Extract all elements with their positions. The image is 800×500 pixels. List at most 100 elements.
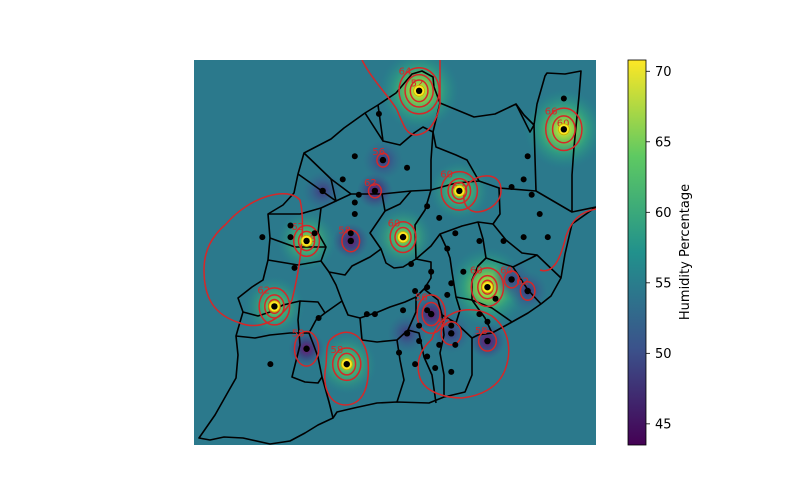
station-marker xyxy=(415,87,423,95)
contour-ring xyxy=(297,230,316,252)
sample-point xyxy=(544,234,551,241)
contour-south-east xyxy=(417,309,510,399)
sample-point xyxy=(436,341,443,348)
contour-ring xyxy=(331,347,362,382)
contour-ring xyxy=(503,270,520,289)
station-marker xyxy=(347,237,354,245)
sample-point xyxy=(408,261,415,268)
contour-ring xyxy=(519,281,536,301)
contour-ring xyxy=(447,177,472,204)
station-marker xyxy=(484,283,491,291)
sample-point xyxy=(444,245,451,252)
colorbar-tick-label: 70 xyxy=(655,65,672,80)
colorbar-gradient xyxy=(627,59,647,446)
contour-label: 58 xyxy=(338,225,351,236)
station-marker xyxy=(303,345,310,352)
contour-label: 62 xyxy=(257,285,270,296)
sample-point xyxy=(351,153,358,160)
contour-ring xyxy=(545,107,583,152)
station-marker xyxy=(403,330,411,337)
sample-point xyxy=(452,230,459,237)
station-marker xyxy=(456,187,463,195)
contour-ring xyxy=(551,115,576,144)
colorbar-tick-label: 50 xyxy=(655,347,672,362)
station-marker xyxy=(343,360,350,368)
sample-point xyxy=(412,361,419,368)
colorbar-label: Humidity Percentage xyxy=(678,184,693,320)
sample-point xyxy=(436,214,443,221)
contour-label: 58 xyxy=(292,329,305,340)
contour-label: 60 xyxy=(470,266,483,277)
sample-point xyxy=(404,164,411,171)
sample-point xyxy=(528,191,535,198)
colorbar: 45 50 55 60 65 70 Humidity Percentage xyxy=(627,59,693,446)
sample-point xyxy=(400,307,407,314)
sample-point xyxy=(363,311,370,318)
contour-ring xyxy=(477,274,498,300)
station-marker xyxy=(371,187,379,195)
contour-label: 62 xyxy=(364,178,377,189)
sample-point xyxy=(500,237,507,244)
contour-ring xyxy=(293,330,320,367)
sample-point xyxy=(560,95,567,102)
sample-point xyxy=(347,230,354,237)
station-marker xyxy=(271,303,278,310)
station-marker xyxy=(448,330,455,337)
contour-label: 52 xyxy=(438,317,451,328)
colorbar-ticks: 45 50 55 60 65 70 xyxy=(646,65,672,432)
contour-ring xyxy=(264,294,285,319)
city-outline xyxy=(198,70,596,445)
sample-point xyxy=(416,322,423,329)
sample-point xyxy=(508,184,515,191)
sample-point xyxy=(424,307,431,314)
contour-label: 56 xyxy=(415,293,428,304)
contour-label: 60 xyxy=(388,218,401,229)
colorbar-tick-label: 45 xyxy=(655,417,672,432)
contour-ring xyxy=(440,170,479,211)
sample-point xyxy=(339,176,346,183)
station-marker xyxy=(508,276,515,283)
contour-ring xyxy=(451,181,468,201)
sample-point xyxy=(416,338,423,345)
station-marker xyxy=(379,156,387,164)
sample-point xyxy=(291,264,298,271)
contour-ring xyxy=(376,152,390,168)
contour-ring xyxy=(477,330,498,352)
contour-label: 60 xyxy=(500,266,513,277)
sample-point xyxy=(355,191,362,198)
contour-ring xyxy=(398,66,440,115)
sample-point xyxy=(424,203,431,210)
sample-point xyxy=(311,230,318,237)
sample-point xyxy=(448,280,455,287)
sample-point xyxy=(351,199,358,206)
sample-point xyxy=(424,353,431,360)
contour-north-tongue xyxy=(361,60,441,136)
contour-label: 64 xyxy=(399,67,412,78)
sample-point xyxy=(476,237,483,244)
sample-point xyxy=(315,314,322,321)
contour-label: 58 xyxy=(331,345,344,356)
station-marker xyxy=(427,310,435,318)
sample-point xyxy=(396,349,403,356)
station-marker xyxy=(319,187,326,195)
sample-point xyxy=(267,361,274,368)
contour-ring xyxy=(470,267,505,308)
station-marker xyxy=(399,233,407,241)
contour-label: 62 xyxy=(516,277,529,288)
map-plot-area: 6466606260626058586260625856525856526062… xyxy=(194,60,596,445)
contour-ring xyxy=(394,226,412,248)
sample-point xyxy=(371,311,378,318)
sample-point xyxy=(448,368,455,375)
colorbar-tick-label: 55 xyxy=(655,276,672,291)
sample-point xyxy=(259,234,266,241)
sample-point xyxy=(287,222,294,229)
contour-east-edge xyxy=(539,208,596,272)
sample-point xyxy=(520,176,527,183)
humidity-contours xyxy=(203,60,596,406)
contour-south-west-loop xyxy=(324,331,370,406)
contour-ring xyxy=(337,352,357,376)
station-marker xyxy=(560,126,568,133)
sample-point xyxy=(492,295,499,302)
sample-point xyxy=(287,234,294,241)
sample-point xyxy=(460,268,467,275)
